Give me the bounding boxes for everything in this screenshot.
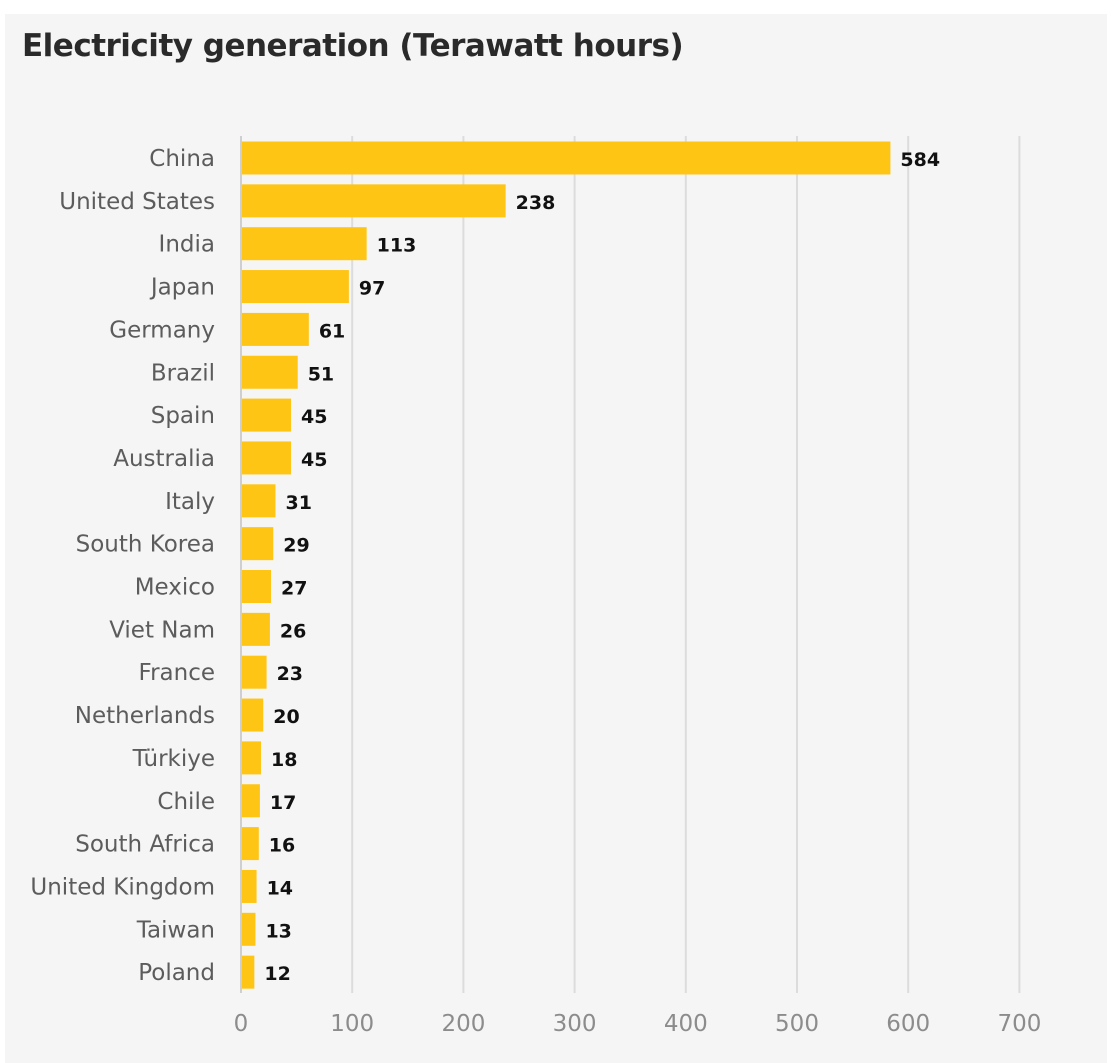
category-label: Spain bbox=[151, 403, 215, 429]
data-label: 584 bbox=[900, 149, 940, 171]
category-label: Viet Nam bbox=[109, 617, 215, 643]
x-tick-label: 0 bbox=[234, 1011, 249, 1037]
bar bbox=[241, 955, 255, 989]
x-tick-label: 100 bbox=[330, 1011, 374, 1037]
category-label: Chile bbox=[157, 789, 215, 815]
x-tick-label: 200 bbox=[441, 1011, 485, 1037]
data-label: 17 bbox=[270, 792, 296, 814]
data-label: 18 bbox=[271, 749, 297, 771]
category-label: Mexico bbox=[135, 575, 215, 601]
category-label: Türkiye bbox=[132, 746, 215, 772]
category-label: Germany bbox=[109, 317, 215, 343]
data-label: 20 bbox=[273, 706, 299, 728]
bar bbox=[241, 741, 262, 775]
bar bbox=[241, 527, 274, 561]
data-label: 27 bbox=[281, 578, 307, 600]
chart-title: Electricity generation (Terawatt hours) bbox=[22, 28, 684, 64]
category-label: Poland bbox=[138, 960, 215, 986]
category-label: Netherlands bbox=[75, 703, 215, 729]
bar bbox=[241, 655, 267, 689]
x-tick-label: 700 bbox=[997, 1011, 1041, 1037]
bar bbox=[241, 612, 270, 646]
bar bbox=[241, 355, 298, 389]
chart-panel: Electricity generation (Terawatt hours) bbox=[5, 14, 1107, 1063]
bar bbox=[241, 698, 264, 732]
bar bbox=[241, 484, 276, 518]
data-label: 61 bbox=[319, 320, 345, 342]
category-label: South Korea bbox=[76, 532, 215, 558]
data-label: 23 bbox=[277, 663, 303, 685]
category-label: China bbox=[149, 146, 215, 172]
bar bbox=[241, 398, 292, 432]
category-label: Brazil bbox=[151, 360, 215, 386]
x-tick-label: 300 bbox=[553, 1011, 597, 1037]
x-tick-label: 600 bbox=[886, 1011, 930, 1037]
category-label: Italy bbox=[165, 489, 215, 515]
data-label: 51 bbox=[308, 363, 334, 385]
bar bbox=[241, 270, 349, 304]
data-label: 45 bbox=[301, 449, 327, 471]
bar bbox=[241, 184, 506, 218]
data-label: 45 bbox=[301, 406, 327, 428]
data-label: 113 bbox=[377, 235, 417, 257]
category-label: Taiwan bbox=[136, 917, 215, 943]
x-tick-label: 400 bbox=[664, 1011, 708, 1037]
bar bbox=[241, 784, 260, 818]
bar bbox=[241, 827, 259, 861]
category-label: United States bbox=[59, 189, 215, 215]
category-label: India bbox=[159, 232, 215, 258]
bar bbox=[241, 227, 367, 261]
data-label: 97 bbox=[359, 278, 385, 300]
data-label: 238 bbox=[516, 192, 556, 214]
x-tick-label: 500 bbox=[775, 1011, 819, 1037]
bar bbox=[241, 312, 309, 346]
data-label: 12 bbox=[264, 963, 290, 985]
category-label: South Africa bbox=[75, 832, 215, 858]
data-label: 14 bbox=[267, 877, 293, 899]
data-label: 31 bbox=[285, 492, 311, 514]
data-label: 26 bbox=[280, 620, 306, 642]
data-label: 16 bbox=[269, 835, 295, 857]
data-label: 29 bbox=[283, 535, 309, 557]
category-label: France bbox=[139, 660, 215, 686]
bar bbox=[241, 570, 272, 603]
category-label: Japan bbox=[149, 275, 215, 301]
category-label: Australia bbox=[113, 446, 215, 472]
bar bbox=[241, 869, 257, 903]
category-label: United Kingdom bbox=[30, 874, 215, 900]
bar bbox=[241, 912, 256, 946]
data-label: 13 bbox=[265, 920, 291, 942]
bar bbox=[241, 141, 891, 175]
bar bbox=[241, 441, 292, 475]
